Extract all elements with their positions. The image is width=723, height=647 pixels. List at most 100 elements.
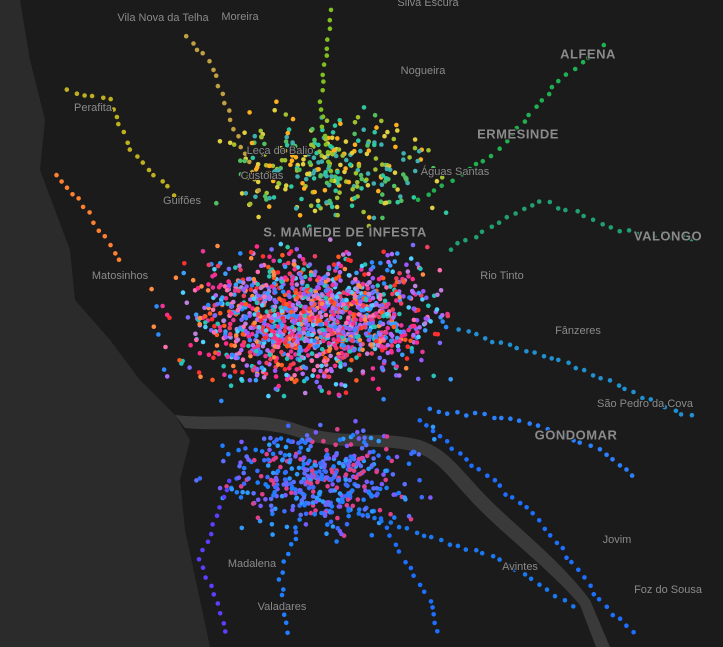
stop-dot <box>312 137 317 143</box>
stop-dot <box>409 349 415 354</box>
stop-dot <box>317 384 323 390</box>
stop-dot <box>496 220 502 225</box>
stop-dot <box>385 253 390 258</box>
stop-dot <box>196 370 202 375</box>
stop-dot <box>425 244 430 250</box>
stop-dot <box>374 469 379 475</box>
stop-dot <box>311 484 316 490</box>
stop-dot <box>346 508 351 513</box>
stop-dot <box>340 499 345 505</box>
stop-dot <box>302 274 308 280</box>
stop-dot <box>348 258 353 264</box>
stop-dot <box>372 112 378 118</box>
stop-dot <box>238 495 244 500</box>
stop-dot <box>326 374 332 380</box>
stop-dot <box>358 148 363 154</box>
stop-dot <box>346 288 351 294</box>
stop-dot <box>398 194 403 199</box>
stop-dot <box>221 458 226 464</box>
stop-dot <box>325 149 331 155</box>
stop-dot <box>359 267 364 272</box>
stop-dot <box>283 306 288 311</box>
stop-dot <box>488 153 494 159</box>
place-label: Leça do Balio <box>247 145 314 157</box>
stop-dot <box>207 311 213 316</box>
stop-dot <box>573 365 579 371</box>
stop-dot <box>482 411 487 417</box>
stop-dot <box>269 284 275 289</box>
stop-dot <box>271 493 276 498</box>
stop-dot <box>464 457 469 462</box>
stop-dot <box>366 223 372 229</box>
stop-dot <box>270 339 276 345</box>
stop-dot <box>439 183 445 188</box>
stop-dot <box>262 335 268 341</box>
stop-dot <box>297 167 302 173</box>
stop-dot <box>290 503 296 509</box>
stop-dot <box>295 174 300 179</box>
stop-dot <box>101 95 106 101</box>
stop-dot <box>258 349 264 355</box>
stop-dot <box>351 321 356 326</box>
stop-dot <box>264 451 270 457</box>
stop-dot <box>458 451 463 456</box>
stop-dot <box>256 214 261 220</box>
stop-dot <box>473 161 479 167</box>
stop-dot <box>655 400 661 406</box>
stop-dot <box>374 311 379 316</box>
stop-dot <box>522 119 528 124</box>
stop-dot <box>428 599 434 604</box>
stop-dot <box>270 511 275 517</box>
stop-dot <box>271 355 277 360</box>
stop-dot <box>309 142 314 148</box>
stop-dot <box>116 121 121 127</box>
stop-dot <box>297 333 303 339</box>
stop-dot <box>310 373 315 379</box>
stop-dot <box>253 447 258 453</box>
stop-dot <box>300 371 306 377</box>
stop-dot <box>312 307 318 313</box>
stop-dot <box>294 495 300 501</box>
stop-dot <box>338 263 344 269</box>
stop-dot <box>346 315 351 320</box>
stop-dot <box>259 449 265 454</box>
stop-dot <box>437 433 443 439</box>
stop-dot <box>250 501 256 506</box>
stop-dot <box>331 262 337 267</box>
stop-dot <box>345 497 351 502</box>
stop-dot <box>409 345 415 351</box>
stop-dot <box>275 362 281 367</box>
stop-dot <box>248 325 253 331</box>
stop-dot <box>359 176 365 182</box>
stop-dot <box>293 454 298 459</box>
stop-dot <box>350 299 356 305</box>
stop-dot <box>420 297 425 302</box>
stop-dot <box>328 7 334 13</box>
stop-dot <box>580 59 586 65</box>
stop-dot <box>392 170 398 175</box>
stop-dot <box>349 455 355 461</box>
stop-dot <box>365 512 370 518</box>
stop-dot <box>391 492 397 498</box>
stop-dot <box>330 482 335 487</box>
stop-dot <box>380 215 385 221</box>
stop-dot <box>430 428 436 434</box>
stop-dot <box>431 188 437 193</box>
stop-dot <box>259 134 264 140</box>
stop-dot <box>224 484 229 489</box>
stop-dot <box>395 199 401 205</box>
stop-dot <box>305 479 310 485</box>
stop-dot <box>431 373 437 379</box>
stop-dot <box>346 273 352 278</box>
stop-dot <box>315 285 320 290</box>
stop-dot <box>266 457 271 463</box>
stop-dot <box>350 503 356 509</box>
stop-dot <box>202 305 207 311</box>
stop-dot <box>330 305 336 311</box>
stop-dot <box>361 469 367 474</box>
place-label: Madalena <box>228 558 277 570</box>
stop-dot <box>250 331 255 337</box>
stop-dot <box>379 303 385 308</box>
river <box>175 415 610 647</box>
stop-dot <box>315 314 321 319</box>
